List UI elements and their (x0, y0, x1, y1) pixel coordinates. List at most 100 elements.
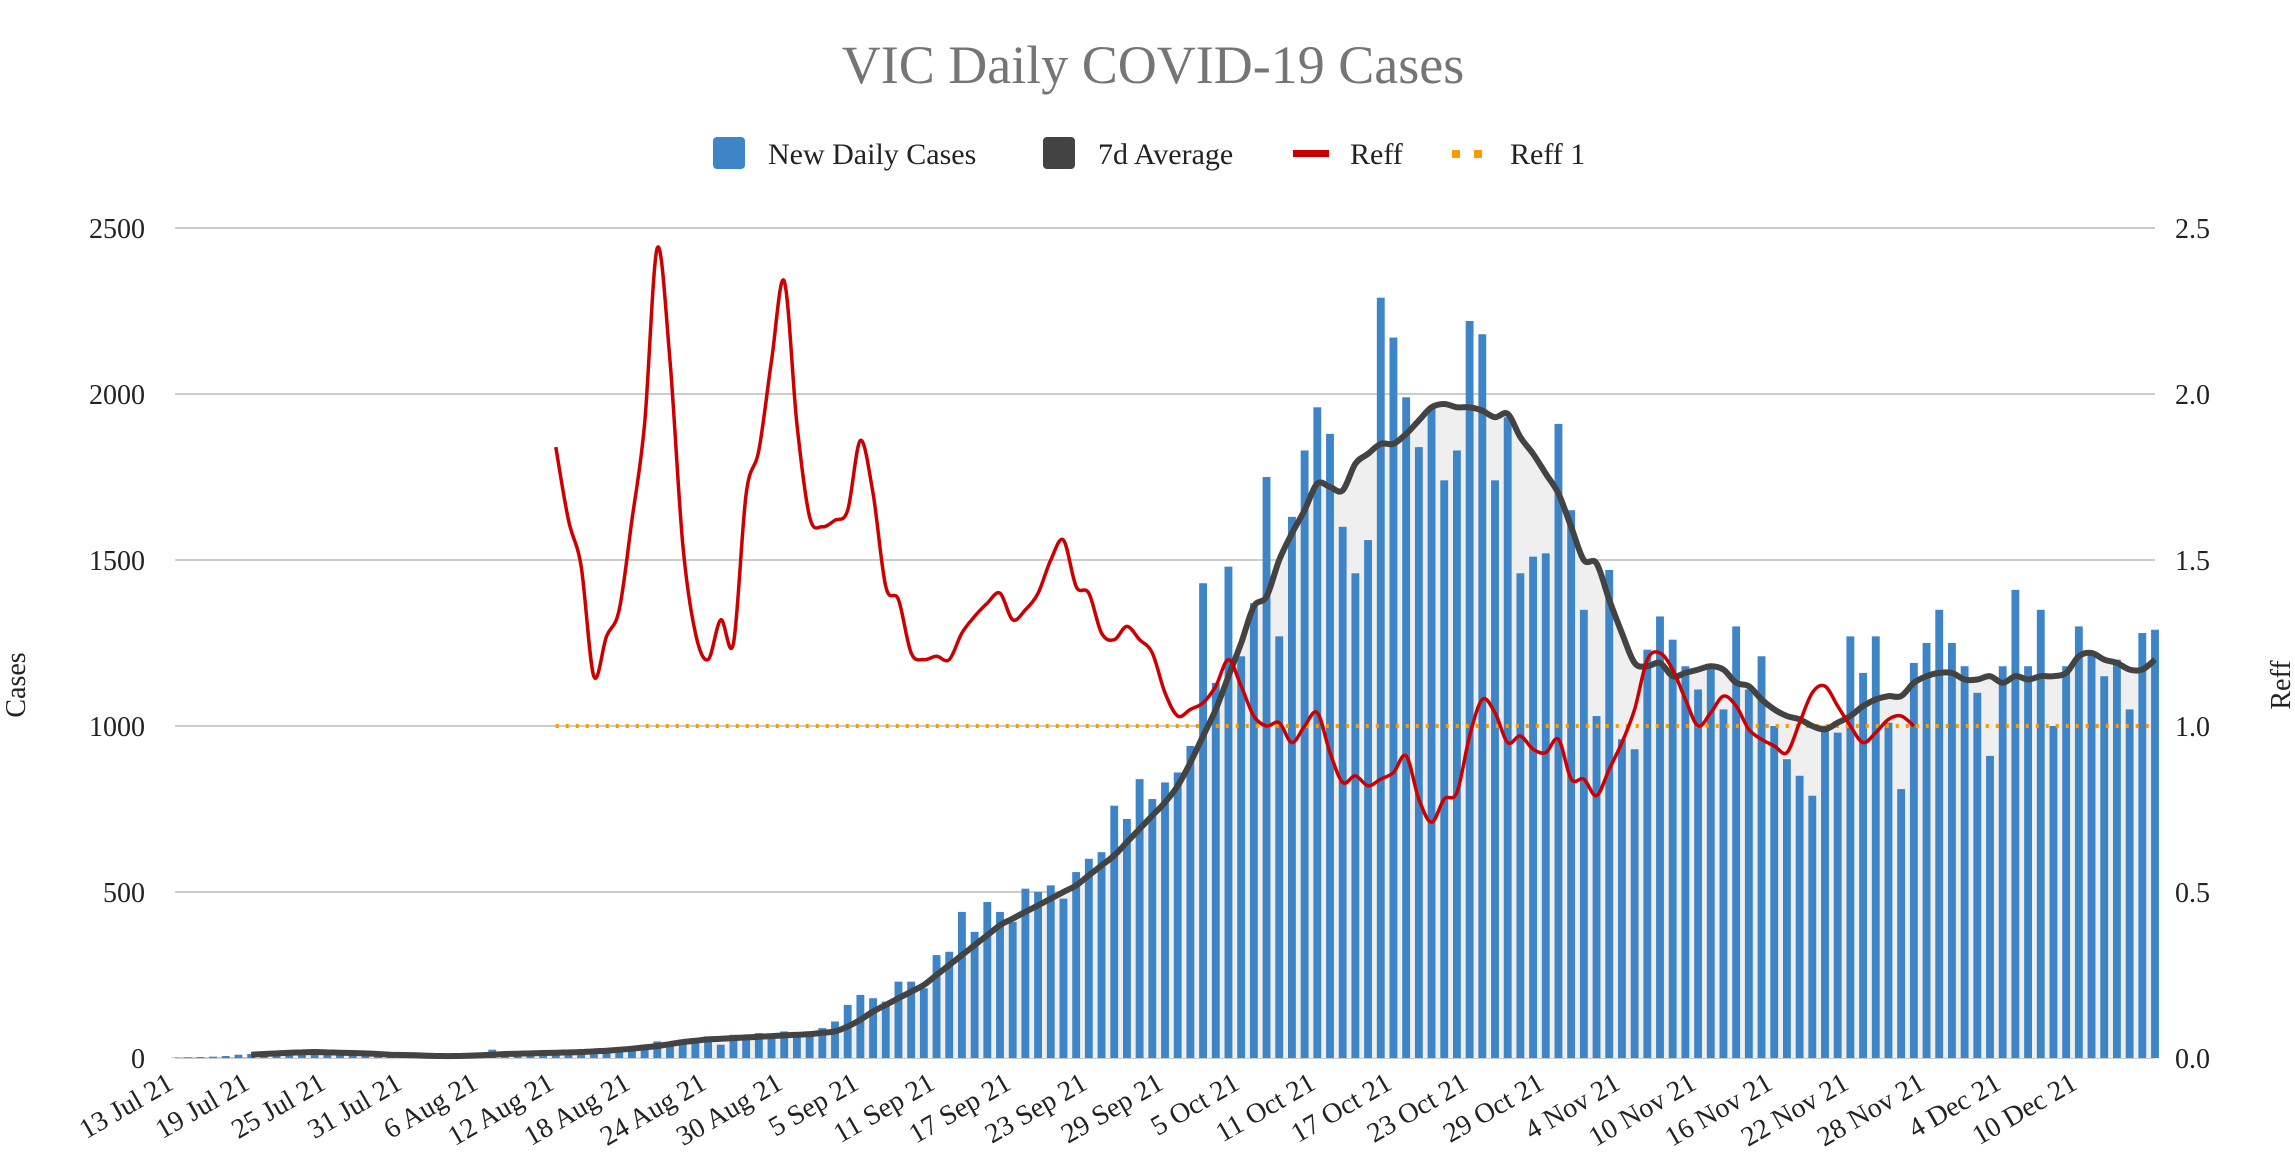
bar (1757, 656, 1766, 1058)
bar (1364, 540, 1373, 1058)
bar (2062, 666, 2071, 1058)
legend-swatch-7d-average (1043, 137, 1075, 169)
bar (818, 1028, 827, 1058)
legend-item-reff[interactable]: Reff (1293, 138, 1403, 171)
bar (653, 1041, 662, 1058)
bar (869, 998, 878, 1058)
avg-7d-line (251, 401, 2157, 1060)
legend-item-7d-average[interactable]: 7d Average (1043, 137, 1233, 171)
bar (1275, 636, 1284, 1058)
line-series (251, 245, 2157, 1060)
legend: New Daily Cases 7d Average Reff Reff 1 (713, 137, 1585, 171)
legend-swatch-new-daily-cases (713, 137, 745, 169)
bar (1008, 921, 1017, 1058)
bar (1414, 447, 1423, 1058)
bar (1249, 603, 1258, 1058)
bar (1935, 609, 1944, 1058)
bar (1097, 852, 1106, 1058)
bar (1110, 805, 1119, 1058)
bar (1503, 417, 1512, 1058)
y-axis-right: 0.0 0.5 1.0 1.5 2.0 2.5 (2175, 214, 2210, 1075)
bar (1998, 666, 2007, 1058)
bar (957, 911, 966, 1058)
bar (907, 981, 916, 1058)
bar (1389, 337, 1398, 1058)
y-tick-label-left: 500 (103, 878, 145, 909)
legend-item-reff-1[interactable]: Reff 1 (1452, 138, 1585, 171)
bar (2024, 666, 2033, 1058)
bar (1884, 722, 1893, 1058)
bar (2074, 626, 2083, 1058)
chart-title: VIC Daily COVID-19 Cases (842, 35, 1464, 95)
bar (1681, 666, 1690, 1058)
bar (1326, 433, 1334, 1059)
bar (1643, 649, 1652, 1058)
y-axis-left: 0 500 1000 1500 2000 2500 (89, 214, 145, 1075)
bar (1351, 573, 1360, 1058)
bar (1732, 626, 1741, 1058)
bar (1719, 709, 1728, 1058)
bar (1808, 795, 1817, 1058)
bar (919, 988, 928, 1058)
bar (1706, 666, 1715, 1058)
bar (767, 1034, 776, 1058)
bar (627, 1048, 636, 1058)
bar (1287, 516, 1296, 1058)
bar (1186, 745, 1195, 1058)
bar (1491, 480, 1499, 1058)
bar (1909, 662, 1918, 1058)
bar (1440, 480, 1449, 1058)
bar (2125, 709, 2134, 1058)
bar (1821, 726, 1829, 1058)
bar (1897, 789, 1906, 1058)
legend-swatch-reff-1a (1452, 150, 1460, 158)
bar (1656, 616, 1664, 1058)
bar (2087, 652, 2096, 1058)
bar (1046, 885, 1055, 1058)
y-tick-label-left: 1500 (89, 546, 145, 577)
bar-series-new-daily-cases (171, 297, 2159, 1059)
bar (1122, 818, 1131, 1058)
y-tick-label-right: 0.5 (2175, 878, 2210, 909)
bar (945, 951, 954, 1058)
bar (1770, 726, 1779, 1058)
bar (716, 1044, 725, 1058)
y-tick-label-left: 1000 (89, 712, 145, 743)
bar (1617, 739, 1626, 1058)
bar (2138, 633, 2147, 1058)
bar (932, 955, 941, 1058)
bar (805, 1031, 814, 1058)
bar (983, 901, 992, 1058)
bar (1072, 872, 1081, 1058)
legend-item-new-daily-cases[interactable]: New Daily Cases (713, 137, 976, 171)
bar (2151, 629, 2159, 1058)
bar (615, 1048, 624, 1058)
bar (1744, 689, 1753, 1058)
bar (742, 1036, 751, 1058)
bar (1173, 772, 1182, 1058)
bar (2049, 726, 2058, 1058)
bar (1541, 553, 1550, 1058)
bar (666, 1043, 674, 1058)
bar (2100, 676, 2109, 1058)
bar (1529, 556, 1538, 1058)
bar (970, 931, 979, 1058)
bar (729, 1034, 738, 1058)
y-tick-label-right: 0.0 (2175, 1044, 2210, 1075)
bar (996, 911, 1004, 1058)
bar (234, 1054, 243, 1058)
bar (640, 1044, 649, 1058)
bar (1833, 732, 1842, 1058)
y-tick-label-right: 2.0 (2175, 380, 2210, 411)
y-axis-title-left: Cases (1, 652, 32, 717)
bar (1922, 643, 1931, 1058)
bar (1452, 450, 1461, 1058)
reff-line (554, 245, 1915, 825)
bar (247, 1054, 256, 1058)
y-tick-label-left: 0 (131, 1044, 145, 1075)
bar (780, 1031, 789, 1058)
bar (1973, 692, 1982, 1058)
bar (1668, 639, 1677, 1058)
bar (1211, 682, 1220, 1058)
